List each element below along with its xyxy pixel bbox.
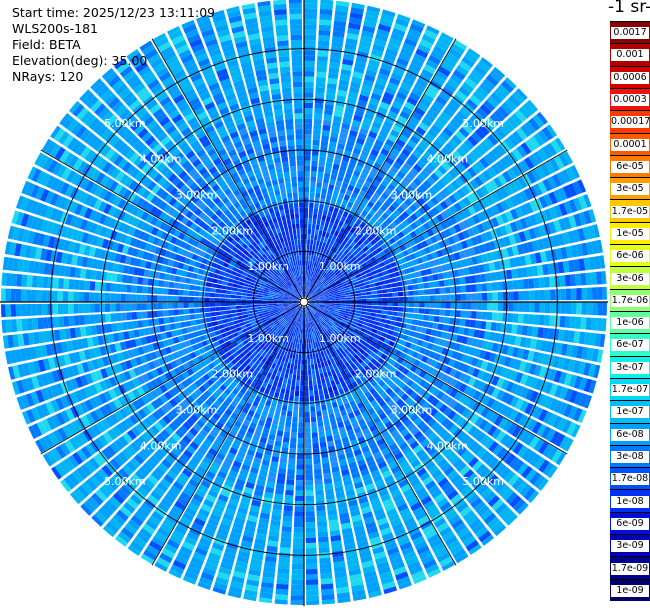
azimuth-line bbox=[303, 301, 568, 455]
azimuth-line bbox=[40, 149, 305, 303]
colorbar-cell: 6e-07 bbox=[610, 333, 650, 356]
range-ring-label: 5.00km bbox=[462, 475, 504, 488]
colorbar-cell: 1.7e-09 bbox=[610, 556, 650, 579]
range-ring-label: 1.00km bbox=[247, 332, 289, 345]
range-ring-label: 5.00km bbox=[462, 117, 504, 130]
colorbar-cell: 3e-08 bbox=[610, 444, 650, 468]
colorbar-tick-label: 1.7e-08 bbox=[611, 473, 649, 486]
colorbar-tick-label: 3e-09 bbox=[611, 540, 649, 553]
colorbar-tick-label: 1e-07 bbox=[611, 406, 649, 419]
colorbar-tick-label: 1e-05 bbox=[611, 227, 649, 240]
colorbar-cell: 1.7e-06 bbox=[610, 288, 650, 311]
colorbar-title: -1 sr- bbox=[608, 0, 650, 17]
colorbar-tick-label: 1.7e-05 bbox=[611, 205, 649, 218]
range-ring-label: 5.00km bbox=[104, 117, 146, 130]
colorbar-tick-label: 6e-08 bbox=[611, 428, 649, 441]
colorbar-cell: 0.0006 bbox=[610, 65, 650, 88]
colorbar-cell: 1e-08 bbox=[610, 489, 650, 512]
azimuth-line bbox=[303, 149, 568, 303]
colorbar-cell: 3e-09 bbox=[610, 534, 650, 557]
colorbar-tick-label: 1.7e-06 bbox=[611, 294, 649, 307]
ppi-gates bbox=[0, 0, 608, 606]
range-ring-label: 4.00km bbox=[140, 439, 182, 452]
start-time-label: Start time: 2025/12/23 13:11:09 bbox=[12, 5, 216, 20]
range-ring-label: 4.00km bbox=[427, 439, 469, 452]
colorbar-tick-label: 0.0017 bbox=[611, 27, 649, 40]
colorbar-cell: 1e-07 bbox=[610, 400, 650, 423]
colorbar-cell: 0.0017 bbox=[610, 21, 650, 44]
nrays-label: NRays: 120 bbox=[12, 69, 84, 84]
colorbar-tick-label: 6e-06 bbox=[611, 250, 649, 263]
colorbar-tick-label: 1e-09 bbox=[611, 584, 649, 597]
range-ring-label: 3.00km bbox=[176, 189, 218, 202]
colorbar-tick-label: 6e-07 bbox=[611, 339, 649, 352]
range-ring-label: 5.00km bbox=[104, 475, 146, 488]
colorbar-cell: 1e-09 bbox=[610, 578, 650, 601]
colorbar-cell: 0.00017 bbox=[610, 110, 650, 133]
range-ring-label: 3.00km bbox=[391, 403, 433, 416]
colorbar-cell: 6e-08 bbox=[610, 422, 650, 445]
colorbar-cell: 0.001 bbox=[610, 43, 650, 66]
azimuth-line bbox=[151, 38, 305, 303]
range-ring-label: 3.00km bbox=[391, 189, 433, 202]
field-label: Field: BETA bbox=[12, 37, 81, 52]
colorbar-tick-label: 0.0006 bbox=[611, 71, 649, 84]
colorbar-tick-label: 3e-08 bbox=[611, 450, 649, 463]
range-ring-label: 2.00km bbox=[212, 368, 254, 381]
colorbar-cell: 3e-06 bbox=[610, 266, 650, 289]
azimuth-line bbox=[40, 301, 305, 455]
colorbar-cell: 1.7e-07 bbox=[610, 377, 650, 401]
ppi-plot: 1.00km 1.00km 1.00km 1.00km 2.00km 2.00km 2.00… bbox=[0, 0, 608, 606]
range-ring-label: 1.00km bbox=[319, 260, 361, 273]
azimuth-line bbox=[151, 301, 305, 566]
colorbar-tick-label: 0.0001 bbox=[611, 138, 649, 151]
colorbar-tick-label: 0.00017 bbox=[611, 116, 650, 129]
range-ring-label: 2.00km bbox=[355, 368, 397, 381]
colorbar-cell: 6e-05 bbox=[610, 154, 650, 178]
range-ring-label: 4.00km bbox=[427, 153, 469, 166]
range-ring-label: 3.00km bbox=[176, 403, 218, 416]
colorbar-tick-label: 1.7e-09 bbox=[611, 562, 649, 575]
colorbar-tick-label: 1e-06 bbox=[611, 317, 649, 330]
colorbar-cell: 1.7e-08 bbox=[610, 467, 650, 490]
colorbar: 0.0017 0.001 0.0006 0.0003 0.00017 0.0001 6e-0… bbox=[610, 21, 650, 601]
range-ring-label: 2.00km bbox=[212, 224, 254, 237]
elevation-label: Elevation(deg): 35.00 bbox=[12, 53, 148, 68]
azimuth-line bbox=[303, 301, 457, 566]
azimuth-line bbox=[303, 38, 457, 303]
radar-center-marker bbox=[299, 297, 309, 307]
colorbar-cell: 0.0003 bbox=[610, 87, 650, 111]
colorbar-tick-label: 6e-09 bbox=[611, 517, 649, 530]
range-ring-label: 1.00km bbox=[247, 260, 289, 273]
colorbar-cell: 1e-06 bbox=[610, 311, 650, 334]
range-ring-label: 2.00km bbox=[355, 224, 397, 237]
colorbar-tick-label: 1.7e-07 bbox=[611, 384, 649, 397]
range-ring-label: 4.00km bbox=[140, 153, 182, 166]
colorbar-cell: 6e-06 bbox=[610, 244, 650, 267]
colorbar-tick-label: 1e-08 bbox=[611, 495, 649, 508]
colorbar-tick-label: 0.0003 bbox=[611, 94, 649, 107]
instrument-label: WLS200s-181 bbox=[12, 21, 98, 36]
colorbar-cell: 1e-05 bbox=[610, 221, 650, 245]
colorbar-cell: 3e-07 bbox=[610, 355, 650, 378]
colorbar-tick-label: 3e-06 bbox=[611, 272, 649, 285]
colorbar-cell: 3e-05 bbox=[610, 177, 650, 200]
colorbar-cell: 6e-09 bbox=[610, 511, 650, 535]
colorbar-tick-label: 0.001 bbox=[611, 49, 649, 62]
range-ring-label: 1.00km bbox=[319, 332, 361, 345]
colorbar-cell: 1.7e-05 bbox=[610, 199, 650, 222]
colorbar-tick-label: 3e-05 bbox=[611, 183, 649, 196]
colorbar-tick-label: 3e-07 bbox=[611, 361, 649, 374]
colorbar-tick-label: 6e-05 bbox=[611, 160, 649, 173]
colorbar-cell: 0.0001 bbox=[610, 132, 650, 155]
